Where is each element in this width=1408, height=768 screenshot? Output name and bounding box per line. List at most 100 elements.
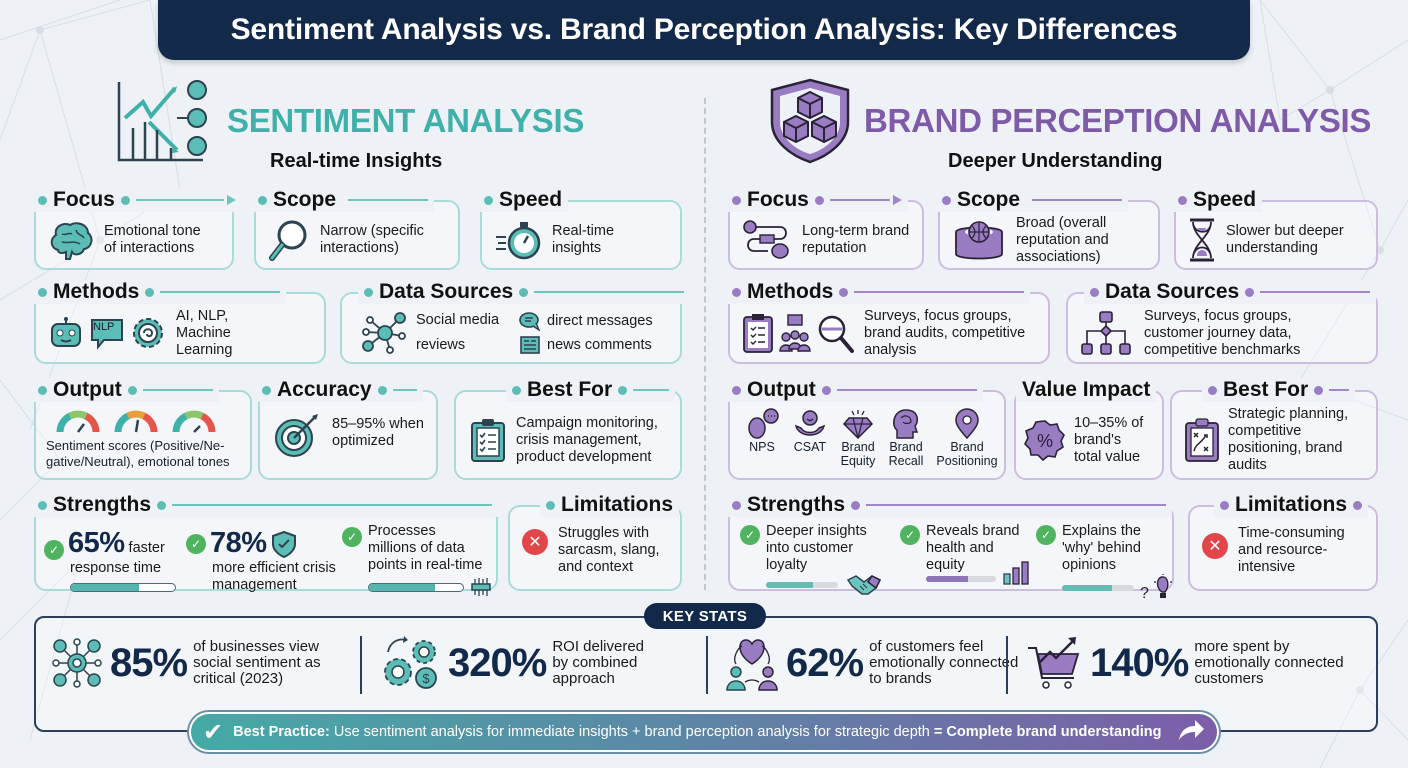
bullet-dot xyxy=(851,500,861,510)
strength-text: more efficient crisis management xyxy=(212,560,336,593)
bullet-dot xyxy=(1353,500,1363,510)
target-icon xyxy=(272,412,322,458)
bullet-dot xyxy=(821,385,831,395)
stat-separator xyxy=(360,636,362,694)
stopwatch-icon xyxy=(494,219,542,261)
connector-line xyxy=(836,389,977,391)
card-title: Methods xyxy=(53,280,140,303)
card-title: Best For xyxy=(1223,378,1309,401)
bullet-dot xyxy=(732,287,741,297)
connector-line xyxy=(1260,291,1371,293)
timeline-icon xyxy=(742,219,792,261)
ml-gear-icon xyxy=(130,315,166,351)
speed-text: Real-time insights xyxy=(552,223,615,256)
methods-text: AI, NLP, Machine Learning xyxy=(176,307,233,358)
center-divider xyxy=(704,98,706,590)
strength-text: Deeper insights into customer loyalty xyxy=(766,523,867,573)
card-title: Best For xyxy=(527,378,613,401)
card-title: Output xyxy=(747,378,816,401)
network-hub-icon xyxy=(50,636,104,690)
strength-item: ✓ 65% faster response time xyxy=(44,527,184,592)
output-metric: NPS xyxy=(740,408,784,454)
sentiment-data-sources-card: Data Sources Social media reviews direct… xyxy=(340,280,691,364)
card-title: Data Sources xyxy=(1105,280,1240,303)
shield-cubes-icon xyxy=(768,78,852,164)
card-title: Methods xyxy=(747,280,834,303)
scope-text: Narrow (specific interactions) xyxy=(320,223,424,256)
strength-item: ✓ Deeper insights into customer loyalty xyxy=(740,523,890,596)
strength-stat: 78% xyxy=(210,527,267,559)
card-title: Speed xyxy=(1193,188,1257,211)
bullet-dot xyxy=(1314,385,1324,395)
connector-line xyxy=(348,199,429,201)
gears-dollar-icon: $ xyxy=(380,634,442,692)
connector-line xyxy=(1329,389,1350,391)
limitations-text: Struggles with sarcasm, slang, and conte… xyxy=(558,525,660,575)
sentiment-methods-card: Methods NLP AI, NLP, Machine Learning xyxy=(32,280,326,364)
key-stats-badge: KEY STATS xyxy=(644,603,766,629)
progress-bar xyxy=(766,582,838,588)
bullet-dot xyxy=(732,195,741,205)
connector-line xyxy=(392,389,417,391)
brand-subheading: Deeper Understanding xyxy=(948,150,1163,172)
gauge-icon xyxy=(114,410,158,434)
nps-icon xyxy=(740,408,784,440)
hourglass-icon xyxy=(1188,218,1216,262)
progress-bar xyxy=(368,582,464,592)
nlp-badge-text: NLP xyxy=(93,321,115,333)
card-title: Limitations xyxy=(1235,493,1348,516)
progress-bar xyxy=(926,576,996,582)
bullet-dot xyxy=(38,500,47,510)
stat-value: 85% xyxy=(110,640,188,685)
card-title: Output xyxy=(53,378,122,401)
arrow-icon xyxy=(226,195,236,205)
magnifier-icon xyxy=(268,218,310,262)
card-title: Scope xyxy=(273,188,337,211)
brand-speed-card: Speed Slower but deeper understanding xyxy=(1172,188,1378,270)
connector-line xyxy=(866,504,1167,506)
best-practice-text: Use sentiment analysis for immediate ins… xyxy=(333,724,930,740)
strength-item: ✓ Processes millions of data points in r… xyxy=(342,523,498,598)
flowchart-icon xyxy=(1080,310,1132,356)
output-metric: Brand Positioning xyxy=(932,408,1002,468)
check-icon: ✓ xyxy=(186,533,206,554)
title-bar: Sentiment Analysis vs. Brand Perception … xyxy=(158,0,1250,60)
pin-icon xyxy=(932,408,1002,440)
share-arrow-icon xyxy=(1177,718,1205,746)
bullet-dot xyxy=(38,195,47,205)
value-impact-text: 10–35% of brand's total value xyxy=(1074,414,1144,465)
bullet-dot xyxy=(1090,287,1099,297)
sentiment-accuracy-card: Accuracy 85–95% when optimized xyxy=(256,378,438,480)
bullet-dot xyxy=(732,385,741,395)
strength-inline: faster xyxy=(128,540,165,556)
bullet-dot xyxy=(732,500,741,510)
check-icon: ✓ xyxy=(44,540,64,560)
connector-line xyxy=(1032,199,1123,201)
brand-data-sources-card: Data Sources Surveys, focus groups, cust… xyxy=(1066,280,1378,364)
strength-text: Processes millions of data points in rea… xyxy=(368,523,483,573)
lightbulb-question-icon: ? xyxy=(1138,574,1174,602)
focus-text: Long-term brand reputation xyxy=(802,223,910,256)
x-icon: ✕ xyxy=(1202,533,1228,559)
stat-value: 320% xyxy=(448,640,547,685)
svg-text:$: $ xyxy=(422,671,430,686)
sentiment-strengths-card: Strengths ✓ 65% faster response time ✓ 7… xyxy=(32,493,499,596)
sentiment-output-card: Output Sentiment scores (Positive/Ne- ga… xyxy=(32,378,252,480)
bullet-dot xyxy=(145,287,155,297)
strength-item: ✓ Explains the 'why' behind opinions ? xyxy=(1036,523,1176,602)
bullet-dot xyxy=(942,195,951,205)
key-stat-item: 62% of customers feel emotionally connec… xyxy=(724,632,1029,694)
stat-value: 62% xyxy=(786,640,864,685)
card-title: Limitations xyxy=(561,493,674,516)
stat-separator xyxy=(1006,636,1008,694)
bullet-dot xyxy=(512,385,521,395)
focus-text: Emotional tone of interactions xyxy=(104,223,201,256)
connector-line xyxy=(829,199,890,201)
bullet-dot xyxy=(1245,287,1255,297)
best-practice-banner: ✔ Best Practice: Use sentiment analysis … xyxy=(189,712,1219,752)
speed-text: Slower but deeper understanding xyxy=(1226,223,1344,256)
sentiment-best-for-card: Best For Campaign monitoring, crisis man… xyxy=(454,378,682,480)
scope-text: Broad (overall reputation and associatio… xyxy=(1016,214,1109,265)
check-icon: ✓ xyxy=(740,525,760,545)
diamond-icon xyxy=(836,408,880,440)
